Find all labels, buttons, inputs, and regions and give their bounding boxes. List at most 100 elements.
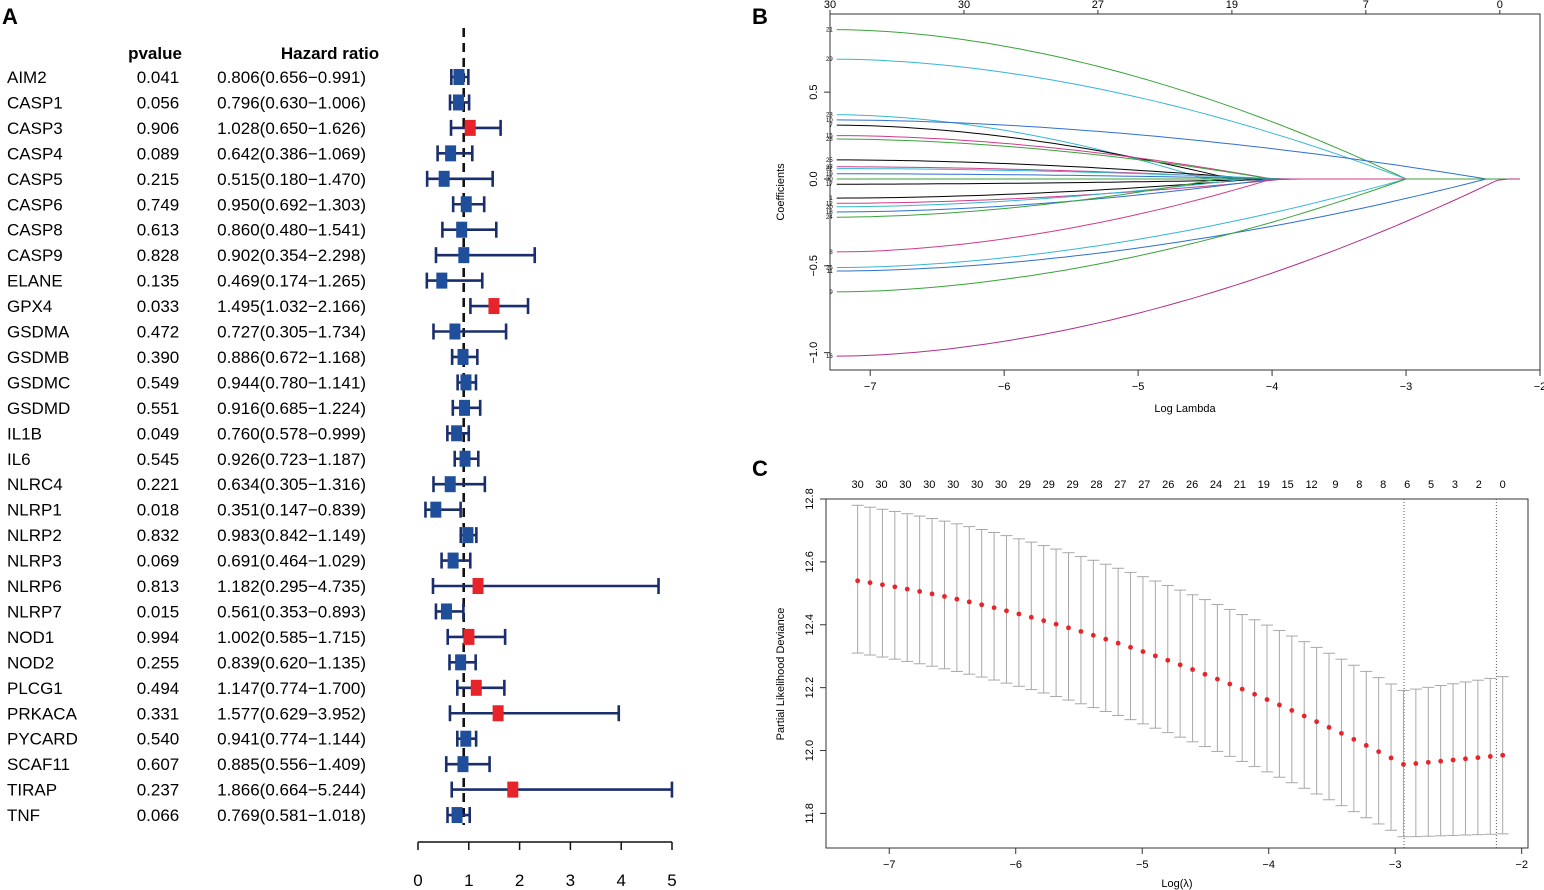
cv-x-tick-label: −5 xyxy=(1136,859,1149,871)
cv-mean-point xyxy=(1177,662,1183,668)
coef-top-tick-label: 0 xyxy=(1497,0,1503,11)
pvalue-value: 0.255 xyxy=(137,653,180,672)
cv-top-label: 27 xyxy=(1114,479,1126,491)
hazard-ratio-value: 0.806(0.656−0.991) xyxy=(217,68,366,87)
coef-y-axis-label: Coefficients xyxy=(775,163,787,221)
hazard-ratio-marker xyxy=(452,94,464,111)
cv-mean-point xyxy=(1041,618,1047,624)
forest-x-tick-label: 4 xyxy=(616,871,625,890)
cv-top-label: 30 xyxy=(923,479,935,491)
pvalue-value: 0.607 xyxy=(137,755,180,774)
cv-mean-point xyxy=(991,605,997,611)
hazard-ratio-value: 0.691(0.464−1.029) xyxy=(217,552,366,571)
gene-label: CASP6 xyxy=(7,195,63,214)
cv-top-label: 3 xyxy=(1452,479,1458,491)
coef-x-tick-label: −5 xyxy=(1132,381,1145,393)
cv-top-label: 29 xyxy=(1019,479,1031,491)
gene-label: NLRP2 xyxy=(7,526,62,545)
hazard-ratio-value: 0.941(0.774−1.144) xyxy=(217,730,366,749)
cv-mean-point xyxy=(1438,758,1444,764)
cv-top-label: 28 xyxy=(1090,479,1102,491)
gene-label: NLRP3 xyxy=(7,552,62,571)
hazard-ratio-value: 1.182(0.295−4.735) xyxy=(217,577,366,596)
pvalue-value: 0.549 xyxy=(137,373,180,392)
lasso-coefficient-panel: Log Lambda Coefficients −7 −6 −5 −4 −3 −2 −1.0… xyxy=(775,0,1544,415)
coef-top-tick-label: 30 xyxy=(958,0,970,11)
cv-top-label: 0 xyxy=(1500,479,1506,491)
hazard-ratio-marker xyxy=(451,425,463,442)
cv-mean-point xyxy=(917,589,923,594)
pvalue-value: 0.331 xyxy=(137,704,180,723)
cv-mean-point xyxy=(1066,625,1071,631)
hazard-ratio-value: 0.561(0.353−0.893) xyxy=(217,602,366,621)
gene-label: NOD2 xyxy=(7,653,54,672)
pvalue-value: 0.551 xyxy=(137,399,180,418)
cv-mean-point xyxy=(1339,730,1344,736)
panel-letter-b: B xyxy=(752,4,768,29)
cv-mean-point xyxy=(1500,752,1506,758)
hazard-ratio-marker xyxy=(463,628,475,645)
cv-mean-point xyxy=(1264,697,1270,702)
coef-y-tick-label: 0.0 xyxy=(808,171,820,186)
cv-mean-point xyxy=(954,596,960,602)
cv-top-label: 26 xyxy=(1186,479,1198,491)
cv-top-label: 30 xyxy=(875,479,887,491)
coef-path-label: 19 xyxy=(826,172,833,178)
cv-mean-point xyxy=(1128,644,1133,650)
forest-x-tick-label: 1 xyxy=(464,871,473,890)
cv-top-label: 29 xyxy=(1067,479,1079,491)
cv-mean-point xyxy=(1363,743,1369,748)
gene-label: NLRP6 xyxy=(7,577,62,596)
hazard-ratio-marker xyxy=(460,374,472,391)
gene-label: PYCARD xyxy=(7,730,78,749)
coef-path-label: 17 xyxy=(826,182,833,188)
cv-mean-point xyxy=(1103,636,1109,642)
cv-top-label: 15 xyxy=(1282,479,1294,491)
hazard-ratio-value: 0.983(0.842−1.149) xyxy=(217,526,366,545)
cv-x-tick-label: −2 xyxy=(1515,859,1528,871)
cv-mean-point xyxy=(1140,649,1146,654)
coef-path-label: 30 xyxy=(826,177,833,183)
cv-top-label: 8 xyxy=(1356,479,1362,491)
pvalue-value: 0.390 xyxy=(137,348,180,367)
coef-path-label: 9 xyxy=(829,290,833,296)
coef-x-axis-label: Log Lambda xyxy=(1154,403,1216,415)
hazard-ratio-value: 1.147(0.774−1.700) xyxy=(217,679,366,698)
hazard-ratio-marker xyxy=(445,145,457,162)
cv-mean-point xyxy=(1301,713,1307,719)
cv-x-axis-label: Log(λ) xyxy=(1161,878,1192,890)
pvalue-value: 0.033 xyxy=(137,297,180,316)
pvalue-value: 0.015 xyxy=(137,602,180,621)
cv-mean-point xyxy=(1475,755,1481,761)
coef-path-label: 29 xyxy=(826,57,833,63)
coef-path-line xyxy=(836,178,1520,253)
hazard-ratio-value: 1.495(1.032−2.166) xyxy=(217,297,366,316)
hazard-ratio-value: 0.885(0.556−1.409) xyxy=(217,755,366,774)
gene-label: CASP8 xyxy=(7,221,63,240)
cv-mean-point xyxy=(966,599,972,605)
hazard-ratio-value: 0.469(0.174−1.265) xyxy=(217,272,366,291)
hazard-ratio-marker xyxy=(451,807,463,824)
cv-top-label: 30 xyxy=(947,479,959,491)
cv-mean-point xyxy=(867,580,873,586)
coef-x-tick-label: −3 xyxy=(1400,381,1413,393)
coef-x-tick-label: −4 xyxy=(1266,381,1279,393)
coef-path-label: 18 xyxy=(826,210,833,216)
cv-mean-point xyxy=(880,582,885,588)
hazard-ratio-marker xyxy=(457,348,469,365)
hazard-ratio-marker xyxy=(430,501,442,518)
coef-plot-frame xyxy=(829,13,1541,371)
hazard-ratio-marker xyxy=(458,247,470,264)
cv-mean-point xyxy=(942,594,947,599)
cv-mean-point xyxy=(1004,608,1009,614)
pvalue-value: 0.049 xyxy=(137,424,180,443)
coef-path-label: 21 xyxy=(826,28,833,34)
cv-mean-point xyxy=(904,586,910,592)
cv-mean-point xyxy=(1413,761,1419,766)
coef-path-label: 22 xyxy=(826,167,833,173)
hazard-ratio-marker xyxy=(492,705,504,722)
cv-mean-point xyxy=(1252,691,1257,697)
cv-mean-point xyxy=(1450,757,1456,763)
coef-y-tick-label: −0.5 xyxy=(808,255,820,277)
pvalue-value: 0.215 xyxy=(137,170,180,189)
